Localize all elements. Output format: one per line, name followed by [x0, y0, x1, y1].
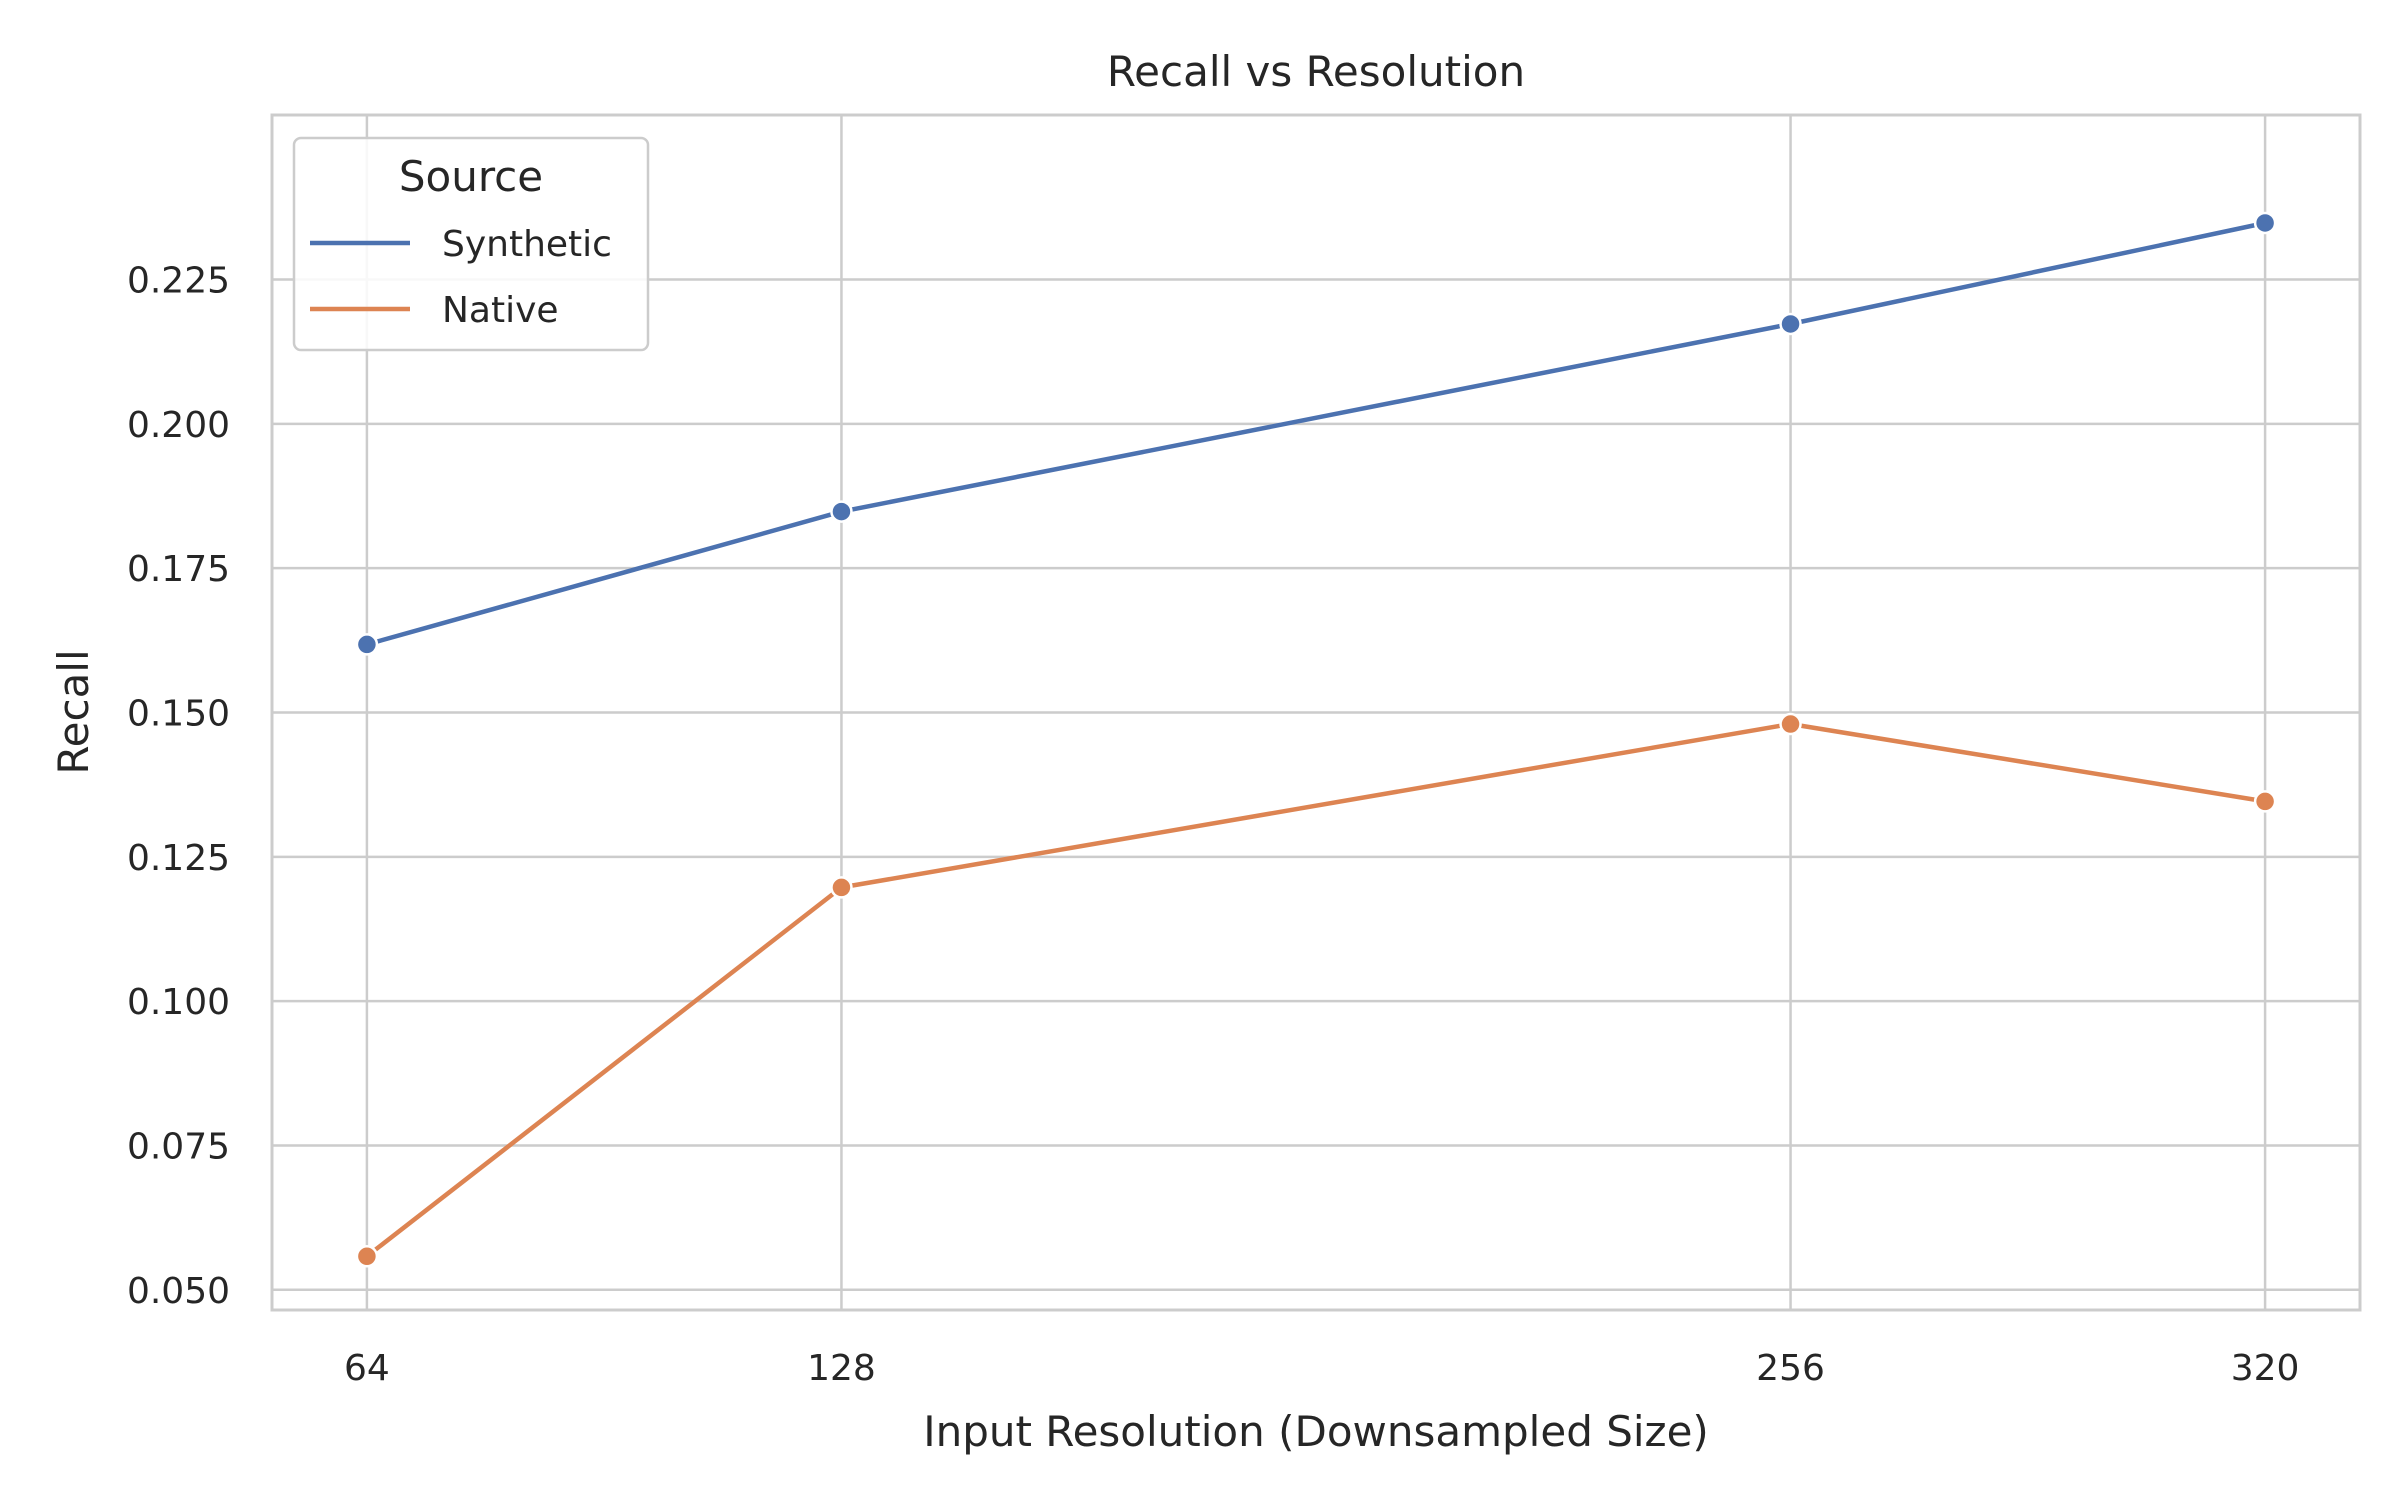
plot-frame	[270, 113, 2362, 1312]
y-axis-label: Recall	[49, 649, 98, 774]
series-layer	[355, 211, 2277, 1268]
y-tick-label-0.175: 0.175	[127, 549, 230, 590]
legend-box	[292, 136, 650, 352]
legend-label-native: Native	[442, 290, 559, 331]
point-synthetic-320	[2253, 211, 2277, 235]
y-tick-label-0.075: 0.075	[127, 1126, 230, 1167]
point-native-64	[355, 1245, 379, 1268]
legend-title: Source	[399, 152, 543, 201]
point-native-320	[2253, 790, 2277, 813]
y-tick-label-0.150: 0.150	[127, 694, 230, 735]
y-tick-label-0.125: 0.125	[127, 838, 230, 879]
y-tick-label-0.050: 0.050	[127, 1271, 230, 1312]
x-tick-label-128: 128	[807, 1348, 876, 1389]
x-axis-label: Input Resolution (Downsampled Size)	[923, 1407, 1709, 1456]
x-tick-label-256: 256	[1756, 1348, 1825, 1389]
point-synthetic-256	[1779, 312, 1802, 336]
point-native-256	[1779, 712, 1802, 736]
legend: Source Synthetic Native	[292, 136, 650, 352]
point-synthetic-64	[355, 633, 379, 656]
series-line-native	[364, 721, 2268, 1259]
x-tick-label-64: 64	[344, 1348, 390, 1389]
chart-title: Recall vs Resolution	[1107, 47, 1525, 96]
point-native-128	[830, 876, 853, 899]
y-tick-label-0.225: 0.225	[127, 261, 230, 302]
point-synthetic-128	[830, 500, 853, 523]
y-tick-label-0.100: 0.100	[127, 982, 230, 1023]
series-line-synthetic	[364, 220, 2268, 647]
x-tick-label-320: 320	[2231, 1348, 2300, 1389]
legend-label-synthetic: Synthetic	[442, 224, 612, 265]
y-tick-label-0.200: 0.200	[127, 405, 230, 446]
tick-labels: 64 128 256 320 0.050 0.075 0.100 0.125 0.150 0.17…	[127, 261, 2300, 1389]
